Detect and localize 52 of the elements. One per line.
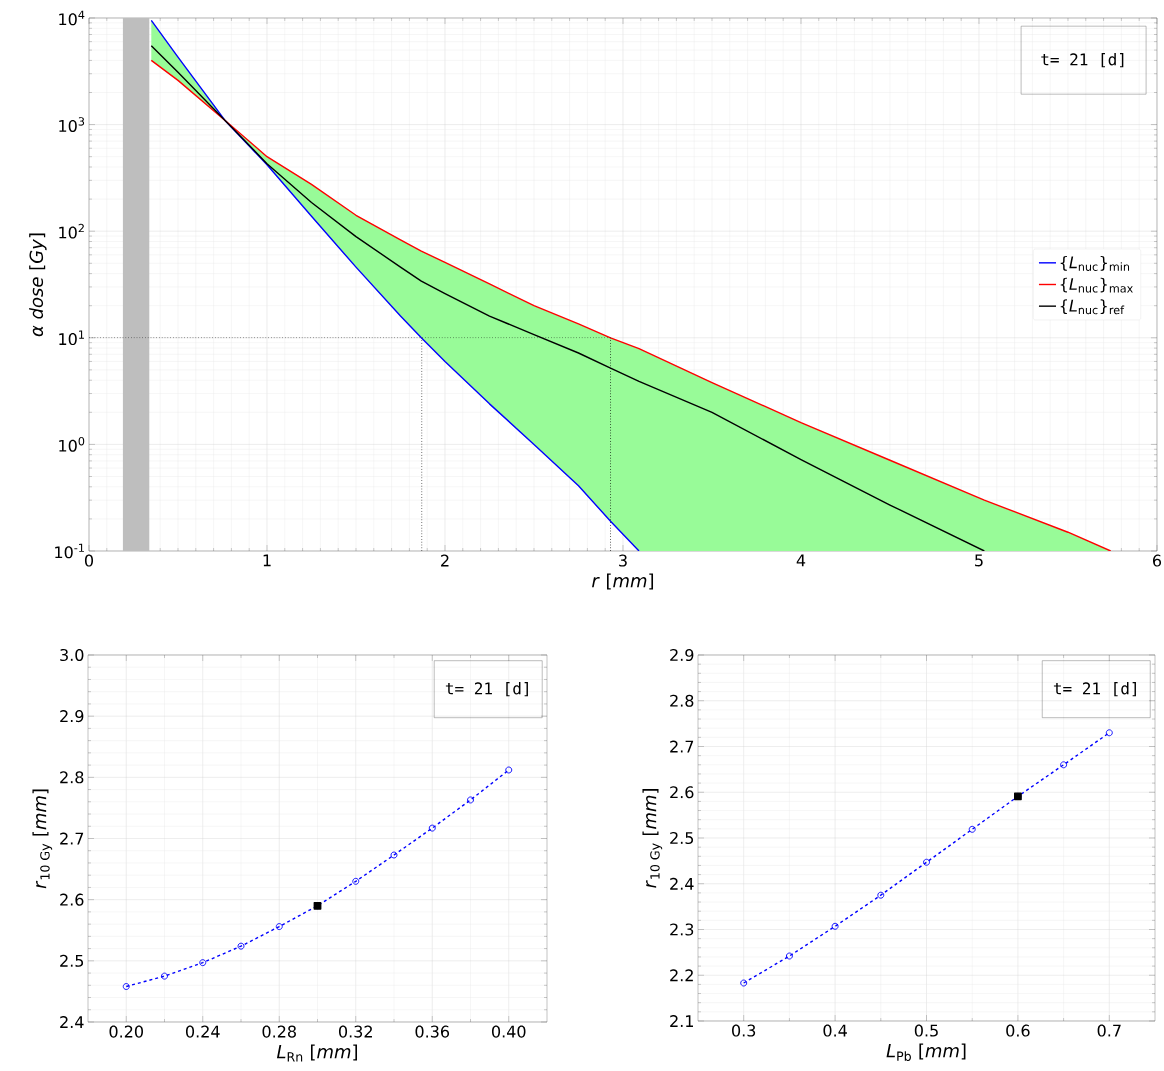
y-tick-label: 2.2 [670,969,693,982]
y-tick-label: 10$^{-1}$ [55,543,84,559]
y-axis-title: r$_{10 Gy}$ [mm] [32,789,53,889]
y-tick-label: 2.1 [670,1015,693,1027]
y-tick-label: 10$^{4}$ [59,10,85,26]
y-tick-label: 2.7 [670,740,694,753]
y-tick-label: 2.7 [60,832,84,845]
y-tick-label: 2.3 [670,923,694,936]
legend-label: {L$_{nuc}$}$_{min}$ [1060,256,1130,271]
x-tick-label: 0.7 [1097,1024,1121,1037]
y-tick-label: 2.8 [670,694,694,707]
x-tick-label: 2 [441,554,449,567]
x-tick-label: 3 [619,554,627,567]
y-tick-label: 10$^{2}$ [59,223,84,239]
x-tick-label: 0.20 [109,1025,143,1038]
y-tick-label: 2.6 [60,893,84,906]
y-tick-label: 2.5 [60,954,84,967]
x-tick-label: 0.36 [415,1025,450,1038]
y-tick-label: 10$^{1}$ [59,330,84,346]
annotation: t= 21 [d] [445,682,528,697]
annotation: t= 21 [d] [1041,53,1124,68]
x-tick-label: 0.32 [338,1025,372,1038]
y-tick-label: 2.8 [60,771,84,784]
x-tick-label: 0.4 [823,1024,847,1037]
x-tick-label: 0.5 [914,1024,938,1037]
annotation: t= 21 [d] [1053,682,1136,697]
x-axis-title: L$_{Rn}$ [mm] [276,1044,357,1062]
x-tick-label: 0 [84,554,94,567]
y-tick-label: 2.4 [60,1016,84,1028]
x-tick-label: 0.3 [732,1024,756,1037]
legend-label: {L$_{nuc}$}$_{max}$ [1060,277,1133,293]
y-tick-label: 2.5 [670,831,694,845]
y-tick-label: 10$^{3}$ [59,117,85,132]
x-tick-label: 0.40 [491,1025,526,1038]
x-tick-label: 1 [263,554,271,567]
x-axis-title: r [mm] [592,573,654,590]
x-tick-label: 0.24 [185,1025,220,1038]
legend-label: {L$_{nuc}$}$_{ref}$ [1060,299,1125,315]
x-axis-title: L$_{Pb}$ [mm] [886,1043,966,1061]
y-tick-label: 2.9 [670,648,694,662]
y-tick-label: 2.6 [670,786,694,799]
y-tick-label: 3.0 [60,648,84,662]
x-tick-label: 6 [1153,554,1162,567]
x-tick-label: 5 [975,554,983,567]
x-tick-label: 4 [796,554,806,567]
y-axis-title: r$_{10 Gy}$ [mm] [642,789,663,888]
y-axis-title: α dose [Gy] [29,233,47,337]
y-tick-label: 2.9 [60,710,84,723]
y-tick-label: 10$^{0}$ [59,436,85,452]
y-tick-label: 2.4 [670,877,694,890]
x-tick-label: 0.6 [1006,1024,1030,1037]
x-tick-label: 0.28 [262,1025,296,1038]
